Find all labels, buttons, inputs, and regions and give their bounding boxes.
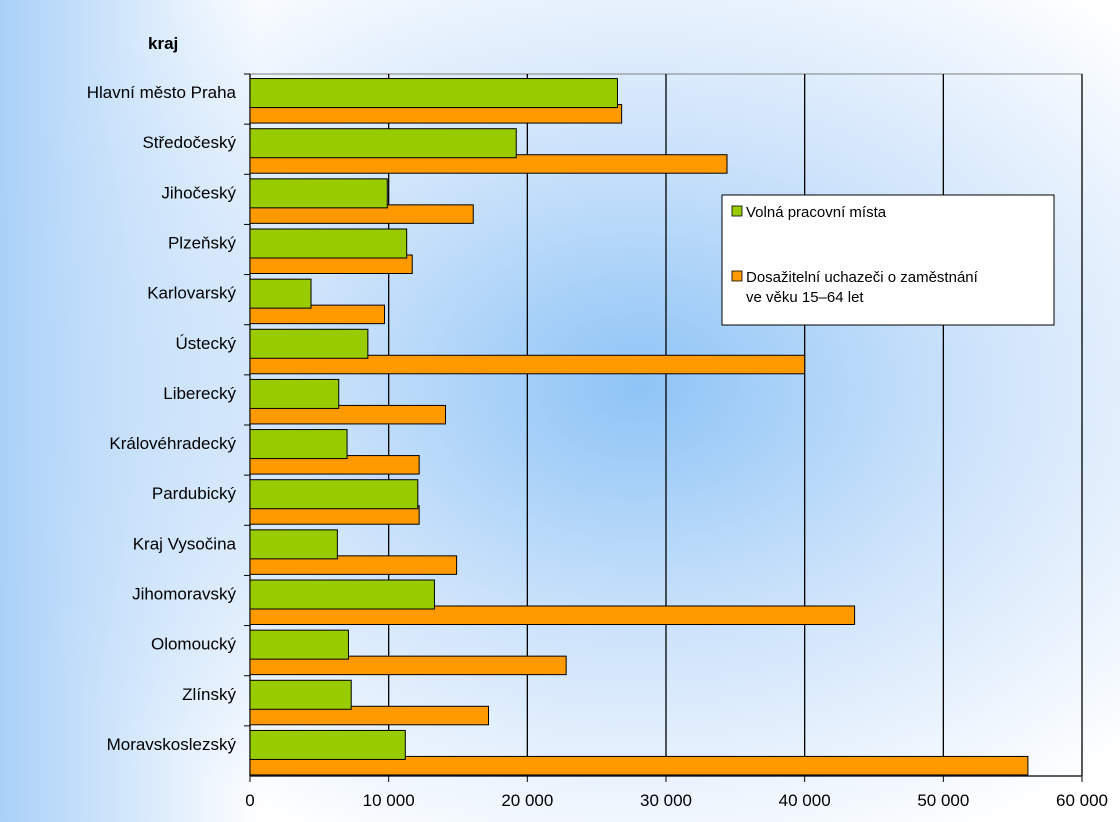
bar-series-1 <box>249 328 369 359</box>
bar-series-1 <box>249 579 435 610</box>
legend-box <box>721 194 1055 326</box>
bar-series-1 <box>249 629 349 660</box>
legend-label: Dosažitelní uchazeči o zaměstnání <box>746 269 979 286</box>
x-tick-labels: 0 10 000 20 000 30 000 40 000 50 000 60 000 <box>245 791 1108 810</box>
bar-series-1 <box>249 679 352 710</box>
category-labels: Hlavní město Praha Středočeský Jihočeský Pl… <box>87 83 237 754</box>
category-label: Moravskoslezský <box>107 735 237 754</box>
legend-label: Volná pracovní místa <box>746 204 887 221</box>
legend-swatch <box>731 205 743 217</box>
category-label: Plzeňský <box>168 234 237 253</box>
category-label: Liberecký <box>163 384 236 403</box>
bar-series-1 <box>249 128 517 159</box>
category-label: Jihomoravský <box>132 585 236 604</box>
bar-series-1 <box>249 278 312 309</box>
legend: Volná pracovní místa Dosažitelní uchazeči… <box>721 194 1055 326</box>
bars-layer <box>249 78 1029 776</box>
bar-series-2 <box>249 555 458 575</box>
category-label: Hlavní město Praha <box>87 83 237 102</box>
category-label: Zlínský <box>182 685 236 704</box>
category-label: Jihočeský <box>161 183 236 202</box>
bar-series-2 <box>249 404 447 425</box>
category-label: Středočeský <box>142 133 236 152</box>
bar-series-1 <box>249 378 340 409</box>
chart-background-left <box>0 0 260 822</box>
category-axis-title: kraj <box>148 34 178 53</box>
bar-series-1 <box>249 429 348 460</box>
x-tick-label: 40 000 <box>779 791 831 810</box>
category-label: Kraj Vysočina <box>133 534 237 553</box>
x-tick-label: 30 000 <box>640 791 692 810</box>
x-tick-label: 60 000 <box>1056 791 1108 810</box>
bar-series-1 <box>249 78 618 109</box>
category-label: Ústecký <box>176 334 237 353</box>
category-label: Olomoucký <box>151 635 237 654</box>
x-tick-label: 10 000 <box>363 791 415 810</box>
bar-series-1 <box>249 228 408 259</box>
category-label: Karlovarský <box>147 284 236 303</box>
x-tick-label: 50 000 <box>917 791 969 810</box>
bar-series-2 <box>249 605 856 625</box>
bar-series-2 <box>249 755 1029 776</box>
bar-series-2 <box>249 304 386 325</box>
x-tick-label: 20 000 <box>501 791 553 810</box>
bar-series-1 <box>249 529 338 560</box>
bar-series-1 <box>249 729 406 760</box>
x-tick-label: 0 <box>245 791 254 810</box>
category-label: Pardubický <box>152 484 237 503</box>
bar-series-1 <box>249 178 388 209</box>
bar-series-2 <box>249 354 806 375</box>
bar-series-1 <box>249 479 419 510</box>
legend-label: ve věku 15–64 let <box>746 289 864 306</box>
category-label: Královéhradecký <box>109 434 236 453</box>
legend-swatch <box>731 270 743 282</box>
bar-series-2 <box>249 705 490 726</box>
bar-series-2 <box>249 655 567 676</box>
